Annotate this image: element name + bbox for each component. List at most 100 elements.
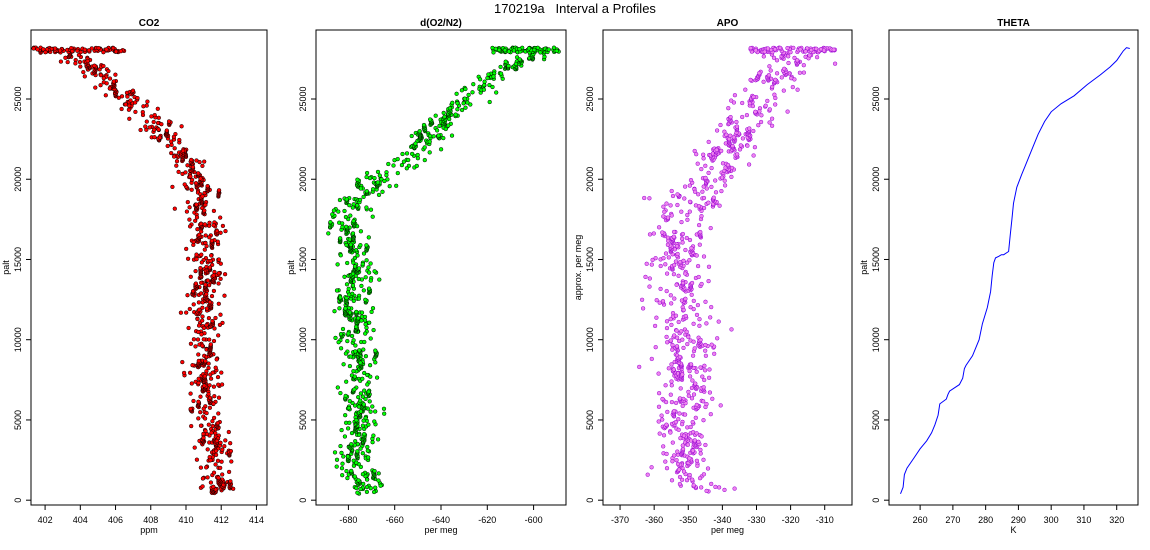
- data-point: [672, 408, 677, 414]
- data-point: [668, 293, 673, 298]
- data-point: [417, 129, 422, 134]
- data-point: [671, 234, 676, 239]
- data-point: [692, 148, 697, 154]
- data-point: [709, 304, 714, 310]
- data-point: [694, 431, 699, 436]
- data-point: [663, 251, 669, 256]
- data-point: [107, 86, 112, 91]
- data-point: [371, 327, 376, 333]
- data-point: [180, 359, 185, 365]
- x-axis-label: per meg: [424, 525, 457, 535]
- scatter-points: [31, 45, 236, 496]
- data-point: [351, 338, 356, 343]
- y-tick-label: 25000: [298, 86, 308, 111]
- data-point: [661, 444, 666, 449]
- plot-frame: [888, 29, 1139, 506]
- x-tick-label: -620: [478, 515, 496, 525]
- data-point: [768, 68, 773, 73]
- data-point: [466, 92, 471, 98]
- data-point: [697, 242, 702, 247]
- data-point: [686, 389, 691, 395]
- data-point: [341, 362, 346, 367]
- data-point: [691, 339, 696, 344]
- x-tick-label: -320: [782, 515, 800, 525]
- data-point: [206, 422, 211, 427]
- data-point: [375, 437, 381, 442]
- data-point: [169, 150, 174, 156]
- data-point: [155, 120, 161, 126]
- data-point: [344, 295, 349, 301]
- data-point: [364, 189, 369, 194]
- data-point: [196, 376, 201, 381]
- scatter-points: [637, 45, 838, 494]
- data-point: [709, 184, 714, 190]
- data-point: [690, 353, 696, 358]
- data-point: [170, 184, 175, 190]
- data-point: [700, 189, 705, 194]
- data-point: [70, 49, 75, 54]
- data-point: [772, 92, 777, 97]
- data-point: [506, 63, 511, 69]
- data-point: [345, 454, 351, 459]
- data-point: [719, 175, 725, 180]
- data-point: [701, 254, 707, 259]
- x-tick-label: -340: [713, 515, 731, 525]
- data-point: [330, 212, 335, 217]
- data-point: [204, 243, 209, 249]
- data-point: [712, 351, 717, 356]
- data-point: [370, 187, 376, 192]
- data-point: [734, 119, 739, 125]
- data-point: [367, 175, 373, 181]
- data-point: [151, 119, 156, 125]
- data-point: [674, 458, 679, 463]
- data-point: [395, 170, 400, 176]
- data-point: [85, 58, 90, 64]
- data-point: [344, 379, 349, 384]
- data-point: [211, 384, 217, 389]
- data-point: [722, 178, 727, 183]
- data-point: [200, 476, 206, 481]
- data-point: [786, 54, 791, 59]
- data-point: [697, 323, 702, 328]
- data-point: [732, 486, 737, 491]
- data-point: [352, 264, 358, 269]
- data-point: [195, 337, 201, 342]
- data-point: [216, 188, 222, 193]
- data-point: [166, 119, 172, 124]
- data-point: [362, 339, 367, 345]
- data-point: [726, 106, 731, 111]
- data-point: [216, 475, 221, 480]
- data-point: [370, 306, 376, 311]
- data-point: [647, 284, 652, 289]
- data-point: [58, 59, 64, 64]
- data-point: [191, 239, 196, 245]
- data-point: [196, 171, 201, 176]
- data-point: [695, 263, 701, 269]
- data-point: [351, 298, 356, 304]
- data-point: [216, 382, 221, 387]
- data-point: [209, 238, 215, 243]
- data-point: [364, 484, 370, 490]
- data-point: [751, 128, 756, 134]
- data-point: [729, 98, 734, 103]
- data-point: [675, 202, 680, 208]
- data-point: [198, 221, 204, 226]
- data-point: [332, 450, 338, 455]
- data-point: [730, 143, 735, 149]
- data-point: [687, 237, 693, 243]
- data-point: [144, 119, 149, 124]
- data-point: [361, 288, 366, 293]
- data-point: [722, 183, 728, 188]
- data-point: [671, 229, 677, 235]
- data-point: [180, 148, 186, 153]
- data-point: [202, 416, 208, 421]
- x-tick-label: 412: [214, 515, 229, 525]
- data-point: [211, 338, 217, 344]
- data-point: [790, 84, 795, 90]
- data-point: [664, 201, 669, 206]
- data-point: [223, 438, 228, 443]
- data-point: [699, 166, 704, 172]
- data-point: [197, 307, 202, 312]
- data-point: [738, 143, 743, 148]
- data-point: [670, 459, 675, 464]
